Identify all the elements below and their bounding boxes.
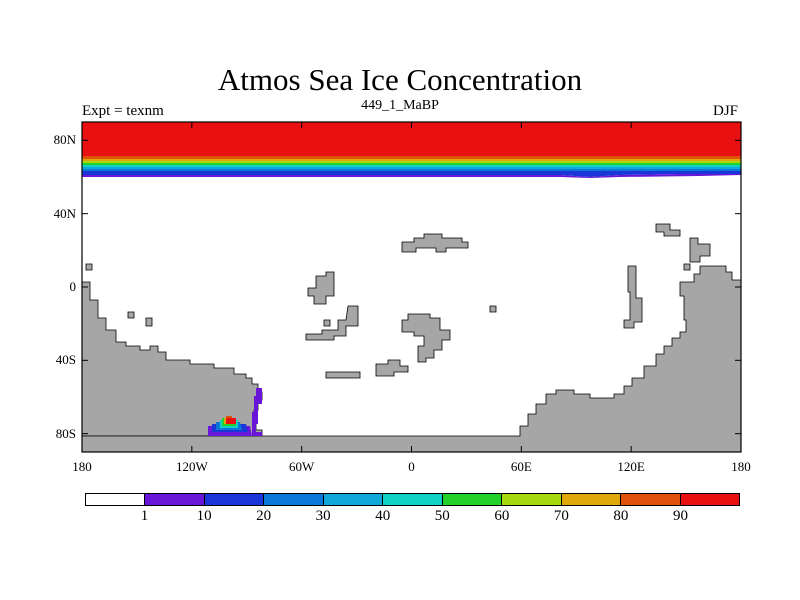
ice-patch-90 [226, 418, 236, 424]
colorbar-label: 20 [256, 508, 272, 524]
colorbar-label: 60 [494, 508, 510, 524]
island-east-slim [623, 265, 643, 329]
island-central-a [307, 271, 335, 305]
colorbar-swatch [442, 494, 503, 505]
y-tick-label: 0 [69, 279, 77, 294]
x-tick-label: 180 [731, 459, 751, 474]
colorbar-swatch [204, 494, 265, 505]
experiment-label: Expt = texnm [82, 103, 164, 119]
island-dot-4 [489, 305, 497, 313]
island-central-b [305, 305, 359, 341]
ice-band-40 [82, 165, 741, 167]
x-tick-label: 120W [175, 459, 208, 474]
north-sea-ice [82, 122, 741, 178]
y-tick-label: 80N [53, 132, 76, 148]
colorbar-label: 80 [613, 508, 629, 524]
season-label: DJF [712, 103, 738, 119]
south-sea-ice [208, 388, 262, 436]
x-tick-label: 180 [72, 459, 92, 474]
x-tick-label: 60E [510, 459, 532, 474]
island-dot-1 [127, 311, 135, 319]
colorbar-label: 40 [375, 508, 391, 524]
colorbar-label: 1 [140, 508, 149, 524]
island-west-small [85, 263, 93, 271]
y-tick-label: 80S [55, 425, 76, 441]
island-dot-3 [323, 319, 331, 327]
land-masses [81, 223, 742, 453]
y-tick-label: 40S [55, 352, 76, 368]
island-south-b [325, 371, 361, 379]
ice-band-50 [82, 163, 741, 165]
colorbar-swatch [502, 494, 562, 505]
ice-band-30 [82, 167, 741, 169]
colorbar-label: 70 [553, 508, 569, 524]
ice-band-70 [82, 159, 741, 161]
colorbar-label: 90 [672, 508, 688, 524]
island-central-c [401, 313, 451, 363]
x-tick-label: 0 [408, 459, 415, 474]
island-north-east-3 [689, 237, 711, 263]
island-dot-5 [683, 263, 691, 271]
x-tick-label: 60W [289, 459, 315, 474]
x-tick-label: 120E [617, 459, 645, 474]
colorbar-label: 50 [434, 508, 450, 524]
ice-band-60 [82, 161, 741, 163]
colorbar-swatch [680, 494, 739, 505]
land-antarctic-shelf [81, 265, 742, 453]
colorbar-label: 30 [315, 508, 331, 524]
colorbar-swatch [145, 494, 205, 505]
island-south-a [375, 359, 409, 377]
colorbar-swatch [323, 494, 384, 505]
colorbar-swatch [86, 494, 146, 505]
chart-title: Atmos Sea Ice Concentration [217, 62, 583, 97]
ice-band-10 [82, 171, 741, 177]
ice-band-80 [82, 156, 741, 159]
island-north-east-2 [655, 223, 681, 237]
ice-band-1 [82, 174, 741, 178]
ice-patch-coast [252, 388, 262, 436]
chart-subtitle: 449_1_MaBP [361, 98, 439, 113]
ice-band-20 [82, 169, 741, 171]
island-dot-2 [145, 317, 153, 327]
colorbar-swatch [383, 494, 443, 505]
y-tick-label: 40N [53, 205, 76, 221]
colorbar-swatch [621, 494, 681, 505]
colorbar-label: 10 [196, 508, 212, 524]
island-north-east-1 [401, 233, 469, 253]
colorbar-swatch [561, 494, 622, 505]
axis-ticks [81, 122, 742, 452]
colorbar [85, 493, 740, 506]
colorbar-swatch [264, 494, 324, 505]
